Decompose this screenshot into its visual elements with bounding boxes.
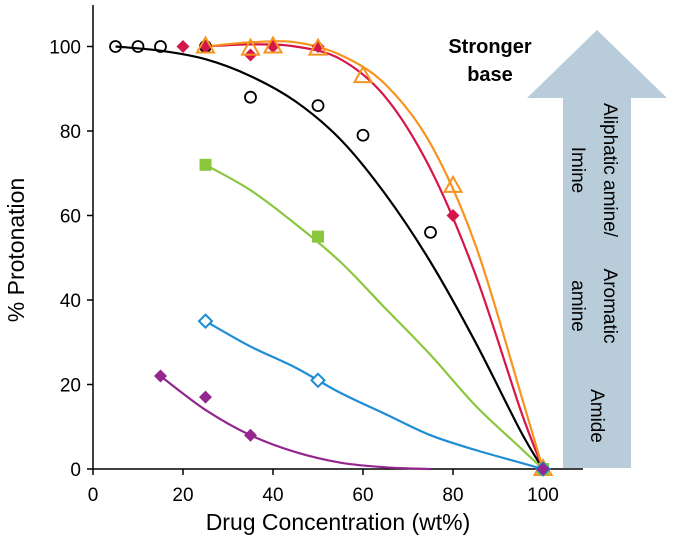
- data-point-series-1: [109, 40, 122, 53]
- x-axis-title: Drug Concentration (wt%): [206, 509, 471, 535]
- data-point-series-1: [154, 40, 167, 53]
- fit-curve-6: [159, 375, 431, 471]
- fit-curve-3: [205, 40, 545, 470]
- data-point-series-3: [262, 35, 284, 54]
- fit-curves: [115, 40, 545, 471]
- fit-curve-5: [204, 320, 544, 471]
- fit-curve-4: [204, 163, 544, 470]
- aromatic-amine-label-line2: amine: [567, 280, 588, 332]
- aromatic-amine-label-line1: Aromatic: [599, 269, 620, 344]
- aliphatic-amine-label-line1: Aliphatic amine/: [599, 103, 620, 238]
- stronger-base-label-line2: base: [467, 64, 513, 86]
- data-point-series-2: [311, 40, 325, 53]
- y-tick-label: 100: [49, 38, 81, 59]
- data-point-series-4: [199, 158, 212, 171]
- data-point-series-6: [536, 462, 550, 476]
- data-point-series-2: [446, 209, 460, 222]
- x-tick-label: 20: [172, 485, 193, 506]
- y-axis-title: % Protonation: [3, 178, 29, 322]
- y-tick-label: 20: [60, 376, 81, 397]
- x-tick-label: 80: [442, 485, 463, 506]
- data-point-series-6: [199, 390, 212, 404]
- y-tick-label: 80: [60, 122, 81, 143]
- x-tick-label: 0: [88, 485, 99, 506]
- fit-curve-2: [205, 43, 545, 470]
- data-point-series-6: [154, 369, 167, 383]
- x-tick-label: 60: [352, 485, 373, 506]
- stronger-base-arrow: [527, 30, 667, 468]
- fit-curve-1: [115, 45, 544, 470]
- y-tick-label: 60: [60, 207, 81, 228]
- x-tick-label: 100: [527, 485, 559, 506]
- amide-label: Amide: [586, 389, 607, 443]
- data-point-series-1: [424, 225, 437, 239]
- data-point-series-2: [176, 40, 190, 53]
- data-point-series-5: [197, 313, 214, 330]
- data-point-series-1: [311, 99, 325, 113]
- y-tick-label: 40: [60, 291, 81, 312]
- data-point-series-5: [310, 372, 326, 389]
- stronger-base-label-line1: Stronger: [448, 36, 532, 58]
- x-tick-label: 40: [262, 485, 283, 506]
- data-point-series-3: [352, 65, 374, 84]
- data-point-series-1: [131, 40, 145, 53]
- y-tick-label: 0: [70, 460, 81, 481]
- data-point-series-4: [312, 230, 324, 243]
- data-point-series-3: [240, 37, 261, 56]
- data-points: [109, 35, 554, 477]
- data-point-series-3: [195, 35, 216, 54]
- axis-ticks: 0 20 40 60 80 100 0 20 40 60 80 100: [49, 38, 559, 507]
- data-point-series-1: [244, 90, 257, 104]
- data-point-series-6: [244, 428, 257, 442]
- aliphatic-amine-label-line2: Imine: [567, 147, 588, 193]
- data-point-series-3: [307, 37, 329, 56]
- data-point-series-1: [356, 128, 370, 142]
- data-point-series-3: [442, 174, 464, 193]
